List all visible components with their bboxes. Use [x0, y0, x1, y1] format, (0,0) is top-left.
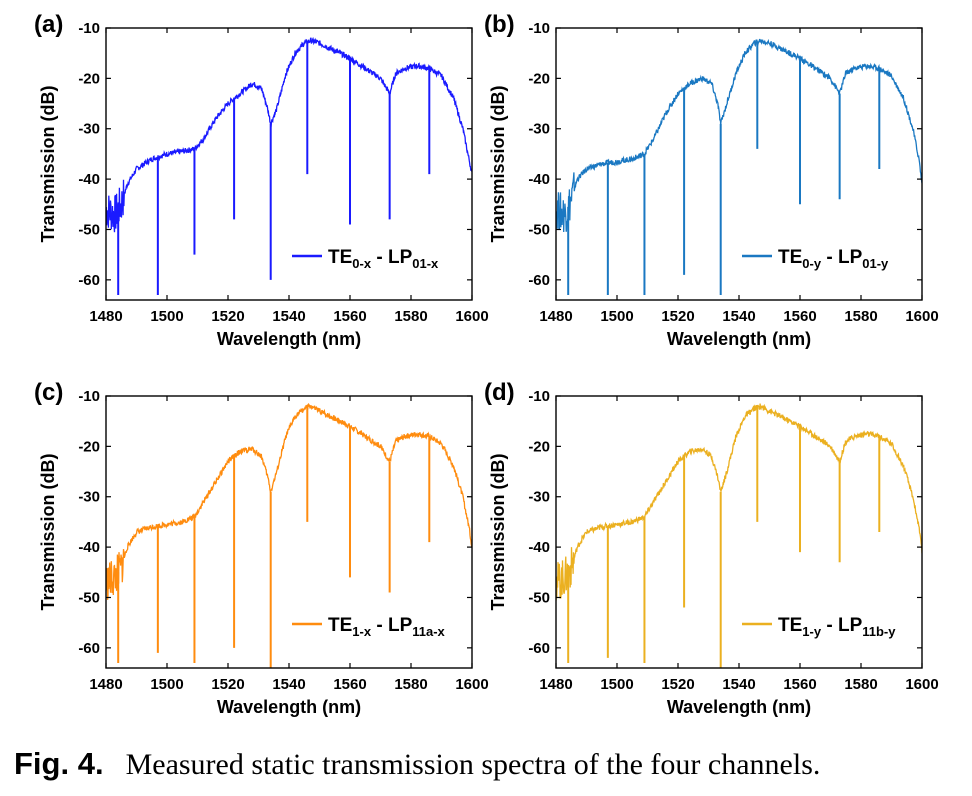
y-tick-label: -40: [528, 539, 550, 556]
y-tick-label: -10: [528, 388, 550, 405]
data-layer: [556, 38, 922, 295]
x-tick-label: 1560: [783, 676, 816, 693]
y-tick-label: -20: [528, 70, 550, 87]
x-tick-label: 1480: [89, 676, 122, 693]
data-layer: [556, 403, 922, 668]
x-tick-label: 1580: [394, 676, 427, 693]
x-axis-label: Wavelength (nm): [217, 329, 361, 349]
x-tick-label: 1500: [600, 308, 633, 325]
series-line: [556, 38, 922, 233]
y-axis-label: Transmission (dB): [38, 453, 58, 610]
x-tick-label: 1560: [783, 308, 816, 325]
x-tick-label: 1600: [455, 308, 488, 325]
y-axis-label: Transmission (dB): [488, 85, 508, 242]
y-tick-label: -60: [78, 640, 100, 657]
x-tick-label: 1600: [905, 308, 938, 325]
y-tick-label: -40: [78, 171, 100, 188]
y-tick-label: -20: [528, 438, 550, 455]
legend-label: TE1-x - LP11a-x: [328, 615, 446, 639]
panel-letter: (c): [34, 379, 63, 406]
x-tick-label: 1520: [661, 308, 694, 325]
x-tick-label: 1480: [539, 308, 572, 325]
y-tick-label: -40: [528, 171, 550, 188]
series-line: [556, 403, 922, 601]
legend-label: TE1-y - LP11b-y: [778, 615, 896, 639]
series-line: [106, 36, 472, 233]
y-tick-label: -60: [528, 640, 550, 657]
y-tick-label: -40: [78, 539, 100, 556]
panel-letter: (a): [34, 11, 63, 38]
y-tick-label: -50: [78, 221, 100, 238]
x-tick-label: 1540: [722, 676, 755, 693]
series-line: [106, 403, 472, 600]
figure-caption: Fig. 4. Measured static transmission spec…: [14, 746, 964, 786]
x-tick-label: 1560: [333, 308, 366, 325]
x-tick-label: 1580: [844, 308, 877, 325]
y-tick-label: -30: [528, 121, 550, 138]
x-tick-label: 1600: [905, 676, 938, 693]
y-tick-label: -30: [78, 489, 100, 506]
y-tick-label: -10: [528, 20, 550, 37]
y-tick-label: -50: [78, 589, 100, 606]
x-tick-label: 1580: [844, 676, 877, 693]
panel-letter: (d): [484, 379, 515, 406]
x-axis-label: Wavelength (nm): [217, 697, 361, 717]
x-tick-label: 1560: [333, 676, 366, 693]
x-tick-label: 1600: [455, 676, 488, 693]
y-tick-label: -50: [528, 589, 550, 606]
y-axis-label: Transmission (dB): [38, 85, 58, 242]
x-tick-label: 1500: [600, 676, 633, 693]
y-tick-label: -10: [78, 388, 100, 405]
data-layer: [106, 36, 472, 295]
y-tick-label: -60: [78, 272, 100, 289]
x-tick-label: 1480: [539, 676, 572, 693]
x-axis-label: Wavelength (nm): [667, 329, 811, 349]
x-tick-label: 1540: [272, 308, 305, 325]
y-axis-label: Transmission (dB): [488, 453, 508, 610]
legend-label: TE0-y - LP01-y: [778, 247, 889, 271]
x-tick-label: 1500: [150, 308, 183, 325]
caption-label: Fig. 4.: [14, 746, 104, 781]
legend-label: TE0-x - LP01-x: [328, 247, 439, 271]
x-tick-label: 1540: [272, 676, 305, 693]
y-tick-label: -30: [78, 121, 100, 138]
panel-letter: (b): [484, 11, 515, 38]
y-tick-label: -20: [78, 70, 100, 87]
y-tick-label: -60: [528, 272, 550, 289]
x-tick-label: 1480: [89, 308, 122, 325]
y-tick-label: -20: [78, 438, 100, 455]
x-tick-label: 1500: [150, 676, 183, 693]
x-tick-label: 1520: [661, 676, 694, 693]
caption-text: Measured static transmission spectra of …: [125, 748, 821, 781]
chart-panel-c: (c) -10 -20 -30 -40 -50 -60 1480 1500 1520 1540 156…: [34, 379, 489, 717]
x-tick-label: 1520: [211, 676, 244, 693]
y-tick-label: -10: [78, 20, 100, 37]
y-tick-label: -30: [528, 489, 550, 506]
x-axis-label: Wavelength (nm): [667, 697, 811, 717]
data-layer: [106, 403, 472, 668]
chart-panel-b: (b) -10 -20 -30 -40 -50 -60 1480 1500 1520 1540 156…: [484, 11, 939, 349]
x-tick-label: 1540: [722, 308, 755, 325]
y-tick-label: -50: [528, 221, 550, 238]
x-tick-label: 1580: [394, 308, 427, 325]
x-tick-label: 1520: [211, 308, 244, 325]
chart-panel-d: (d) -10 -20 -30 -40 -50 -60 1480 1500 1520 1540 156…: [484, 379, 939, 717]
chart-panel-a: (a) -10 -20 -30 -40 -50 -60 1480 1500 1520 1540 156…: [34, 11, 489, 349]
